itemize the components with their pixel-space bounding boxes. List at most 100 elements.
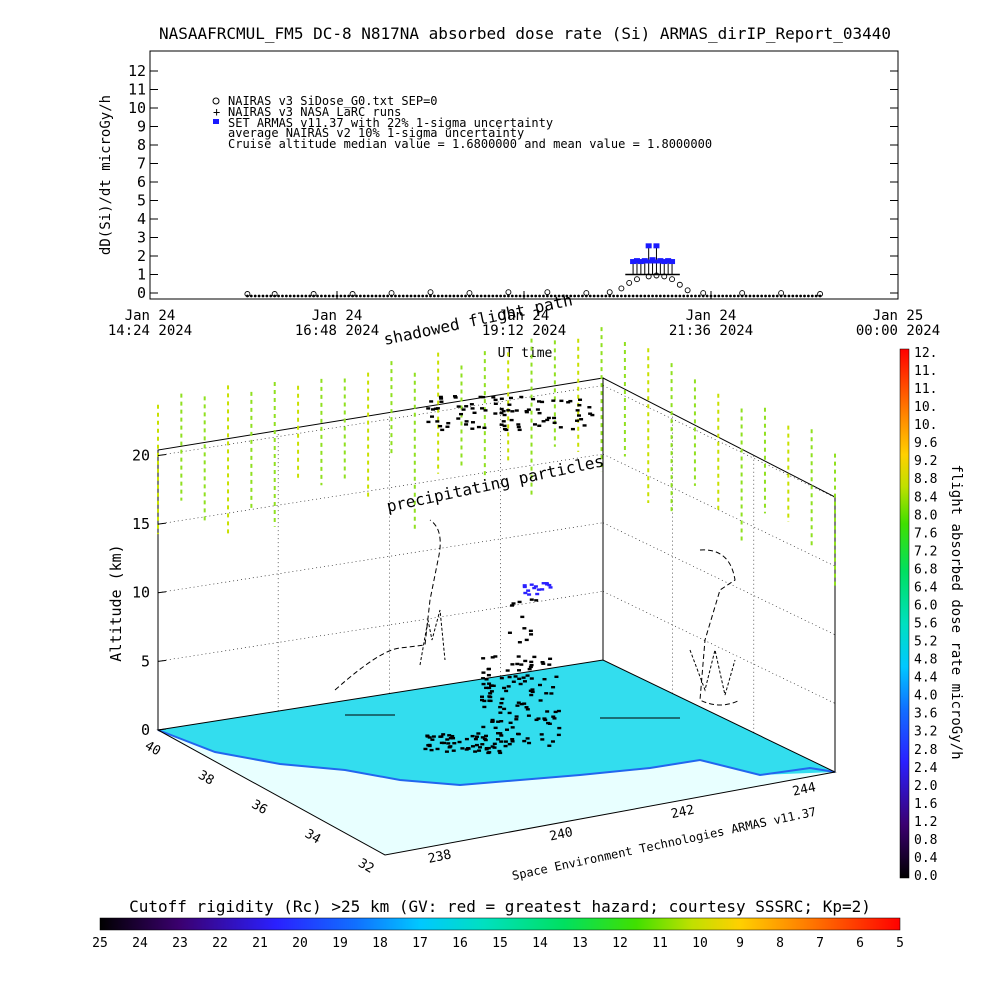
flight-point <box>446 742 451 745</box>
dose-colorbar-tick-label: 6.4 <box>914 580 938 595</box>
data-point-baseline <box>405 294 409 298</box>
flight-point <box>499 740 504 743</box>
flight-point <box>529 633 534 636</box>
dose-colorbar-tick-label: 2.4 <box>914 761 938 776</box>
data-point-nairas <box>244 291 251 297</box>
legend-entry-2: NAIRAS v3 NASA LaRC runs <box>228 105 401 119</box>
dose-colorbar-tick-label: 4.4 <box>914 671 938 686</box>
ground-frame <box>156 659 837 856</box>
data-point-baseline <box>655 294 658 298</box>
flight-point <box>489 690 494 693</box>
flight-point <box>558 426 563 429</box>
data-point-baseline <box>674 294 678 298</box>
data-point-baseline <box>557 294 561 298</box>
flight-point <box>445 425 450 428</box>
data-point-baseline <box>810 294 814 298</box>
data-point-nairas <box>544 289 551 296</box>
flight-point <box>501 420 506 423</box>
flight-point <box>547 583 552 587</box>
data-point-baseline <box>518 294 522 298</box>
x-tick-label-line2: 21:36 2024 <box>669 323 753 339</box>
data-point-baseline <box>662 294 666 298</box>
data-point-baseline <box>799 294 803 298</box>
flight-point <box>439 397 444 400</box>
flight-point <box>575 419 580 422</box>
flight-point <box>453 396 458 399</box>
dose-colorbar-tick-label: 7.2 <box>914 544 937 559</box>
flight-point <box>502 424 507 428</box>
flight-point <box>478 746 483 749</box>
grid-line <box>602 522 836 636</box>
data-point-baseline <box>475 294 479 298</box>
flight-point <box>470 745 475 748</box>
flight-point <box>532 586 537 590</box>
flight-point <box>487 699 492 702</box>
data-point-baseline <box>623 294 627 298</box>
flight-point <box>531 397 536 401</box>
data-point-baseline <box>456 294 460 298</box>
data-point-baseline <box>639 294 643 298</box>
data-point-baseline <box>694 294 697 298</box>
rigidity-colorbar-tick-label: 9 <box>736 936 744 951</box>
precipitating-particles-label: precipitating particles <box>385 451 606 516</box>
flight-point <box>486 673 491 677</box>
data-point-baseline <box>783 294 787 298</box>
data-point-nairas <box>669 276 675 283</box>
data-point-baseline <box>374 294 378 298</box>
dose-colorbar-tick-label: 8.4 <box>914 490 938 505</box>
flight-point <box>497 749 502 753</box>
flight-point <box>543 718 548 722</box>
flight-point <box>578 398 583 401</box>
flight-point <box>499 411 504 415</box>
flight-point <box>541 420 546 423</box>
flight-point <box>577 414 582 417</box>
dose-colorbar-tick-label: 8.0 <box>914 508 937 523</box>
flight-point <box>548 586 553 589</box>
dose-colorbar-tick-label: 0.0 <box>914 869 937 884</box>
flight-point <box>484 678 489 681</box>
flight-point <box>493 398 498 402</box>
flight-point <box>457 740 462 744</box>
flight-point <box>444 750 449 753</box>
rigidity-colorbar-tick-label: 16 <box>452 936 468 951</box>
dose-colorbar-tick-label: 5.2 <box>914 635 937 650</box>
data-point-nairas <box>634 276 640 283</box>
flight-point <box>510 740 515 743</box>
dose-colorbar-tick-label: 0.4 <box>914 851 938 866</box>
coastline <box>157 729 836 787</box>
flight-point <box>519 702 524 706</box>
flight-point <box>525 737 530 740</box>
flight-point <box>547 744 552 747</box>
lat-tick-label: 36 <box>249 797 270 818</box>
flight-point <box>452 742 457 745</box>
flight-point <box>484 686 489 690</box>
rigidity-colorbar <box>99 917 901 931</box>
flight-point <box>551 686 556 689</box>
flight-point <box>488 692 493 695</box>
dose-colorbar-tick-label: 11. <box>914 364 937 379</box>
rigidity-colorbar-tick-label: 22 <box>212 936 228 951</box>
flight-point <box>522 702 527 705</box>
data-point-baseline <box>323 294 327 298</box>
flight-point <box>587 406 592 409</box>
flight-point <box>522 739 527 743</box>
data-point-baseline <box>561 294 565 298</box>
flight-point <box>524 706 529 709</box>
data-point-baseline <box>343 294 347 298</box>
data-point-baseline <box>436 294 440 298</box>
flight-point <box>532 655 537 659</box>
flight-point <box>499 701 504 705</box>
rigidity-colorbar-tick-label: 25 <box>92 936 108 951</box>
flight-point <box>547 722 552 725</box>
flight-point <box>522 584 527 587</box>
flight-point <box>527 593 532 596</box>
flight-point <box>522 680 527 683</box>
z-tick <box>157 728 167 731</box>
dose-colorbar-tick-label: 1.2 <box>914 815 937 830</box>
data-point-baseline <box>764 294 767 298</box>
flight-point <box>446 421 451 425</box>
data-point-baseline <box>491 294 495 298</box>
data-point-nairas <box>700 290 707 297</box>
flight-point <box>470 734 475 738</box>
rigidity-colorbar-tick-label: 13 <box>572 936 588 951</box>
